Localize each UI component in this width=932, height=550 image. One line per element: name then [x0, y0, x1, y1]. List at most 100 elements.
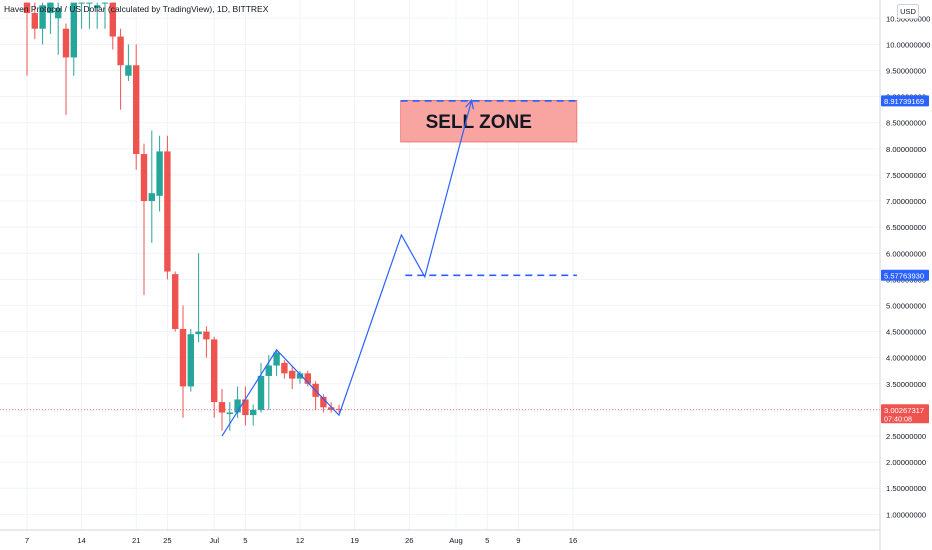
candle — [125, 44, 132, 81]
candle — [195, 253, 202, 343]
candle — [226, 402, 233, 431]
price-tag: 8.91739169 — [881, 95, 929, 107]
candle — [140, 143, 148, 296]
candle — [31, 2, 38, 40]
candle-body — [55, 7, 62, 19]
price-tag-value: 3.00267317 — [884, 406, 924, 415]
candle-body — [125, 65, 132, 76]
candle — [234, 386, 241, 418]
x-axis-tick-label: 12 — [296, 536, 304, 545]
candle-body — [234, 399, 241, 413]
candle — [335, 404, 343, 413]
candle — [257, 362, 265, 413]
x-axis-tick-label: 7 — [25, 536, 29, 545]
price-tag-box — [881, 404, 929, 424]
candle-body — [140, 154, 148, 202]
y-axis-tick-label: 10.00000000 — [886, 40, 930, 49]
candle — [312, 381, 319, 410]
candle-body — [23, 2, 31, 14]
candle — [304, 370, 311, 387]
candle-body — [109, 2, 116, 37]
trend-drawing-layer[interactable] — [221, 98, 577, 437]
candle-body — [187, 334, 194, 387]
x-axis-tick-label: 9 — [516, 536, 520, 545]
candle-body — [335, 408, 343, 410]
candle — [86, 2, 93, 29]
candle — [296, 370, 304, 384]
price-tag-value: 8.91739169 — [884, 97, 924, 106]
candle — [94, 2, 101, 29]
y-axis-tick-label: 1.50000000 — [886, 484, 926, 493]
price-tag-box — [881, 269, 929, 281]
candle-body — [156, 151, 163, 196]
candle — [70, 2, 77, 76]
x-axis-tick-label: Jul — [209, 536, 219, 545]
candle — [39, 2, 46, 45]
candle-body — [133, 65, 140, 155]
symbol-title: Haven Protocol / US Dollar (calculated b… — [4, 4, 269, 14]
candle-body — [273, 352, 280, 366]
candle-body — [265, 365, 272, 376]
candle — [187, 328, 194, 392]
y-axis-tick-label: 2.50000000 — [886, 432, 926, 441]
candle-body — [203, 331, 210, 340]
candle-body — [179, 328, 187, 387]
price-tag-countdown: 07:40:08 — [884, 414, 912, 423]
x-axis-tick-label: 14 — [77, 536, 85, 545]
candle-body — [70, 2, 77, 58]
candle-body — [242, 399, 249, 416]
candle-body — [195, 331, 202, 335]
projection-path-line[interactable] — [221, 100, 473, 437]
candle-body — [320, 396, 327, 408]
candle — [164, 135, 171, 280]
y-axis-tick-label: 1.00000000 — [886, 510, 926, 519]
y-axis-tick-label: 6.00000000 — [886, 249, 926, 258]
candle — [218, 389, 226, 431]
y-axis-tick-label: 7.00000000 — [886, 197, 926, 206]
price-tag-box — [881, 95, 929, 107]
candle — [148, 130, 155, 243]
currency-button[interactable]: USD — [897, 4, 919, 19]
y-axis-tick-label: 4.00000000 — [886, 354, 926, 363]
candle — [320, 394, 327, 413]
sell-zone-label[interactable]: SELL ZONE — [426, 112, 532, 133]
y-axis-tick-label: 3.50000000 — [886, 380, 926, 389]
y-axis-tick-label: 6.50000000 — [886, 223, 926, 232]
y-axis-tick-label: 8.50000000 — [886, 119, 926, 128]
y-axis-tick-label: 4.50000000 — [886, 328, 926, 337]
candle-body — [172, 274, 179, 329]
x-axis-tick-label: Aug — [449, 536, 463, 545]
candle-body — [218, 402, 226, 413]
candle — [281, 360, 288, 379]
sell-zone-rectangle[interactable] — [400, 99, 578, 143]
candle-body — [164, 151, 171, 272]
candle — [289, 365, 296, 390]
x-axis-tick-label: 26 — [405, 536, 413, 545]
candle — [273, 349, 280, 376]
candle — [211, 336, 218, 418]
x-axis-tick-label: 25 — [163, 536, 171, 545]
candle-body — [117, 36, 124, 66]
y-axis-tick-label: 2.00000000 — [886, 458, 926, 467]
y-axis-tick-label: 7.50000000 — [886, 171, 926, 180]
candle-body — [78, 2, 85, 4]
candle-body — [62, 28, 70, 58]
candle — [156, 135, 163, 212]
candle — [117, 28, 124, 110]
candle-body — [281, 362, 288, 374]
candle-body — [101, 2, 109, 4]
candle-body — [148, 193, 155, 202]
candle-body — [328, 407, 335, 410]
x-axis-tick-label: 19 — [350, 536, 358, 545]
candle — [133, 44, 140, 170]
x-axis-tick-label: 5 — [485, 536, 489, 545]
candle — [179, 305, 187, 418]
y-axis-tick-label: 9.50000000 — [886, 66, 926, 75]
price-tag-value: 5.57763930 — [884, 271, 924, 280]
x-axis-tick-label: 16 — [569, 536, 577, 545]
drawing-layer[interactable]: SELL ZONE — [0, 99, 880, 411]
y-axis-tick-label: 8.00000000 — [886, 145, 926, 154]
candle-body — [94, 5, 101, 8]
